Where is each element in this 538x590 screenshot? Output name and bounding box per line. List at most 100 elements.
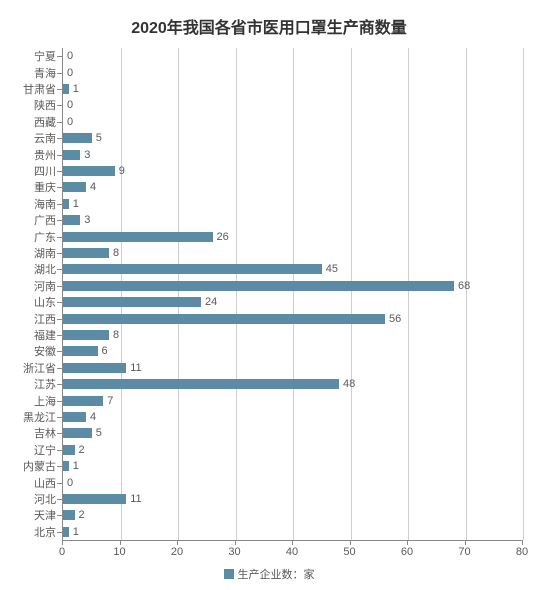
y-axis-label: 安徽 (34, 343, 56, 359)
legend-label: 生产企业数：家 (238, 566, 315, 582)
bar-value-label: 2 (79, 444, 85, 456)
x-tick-label: 80 (516, 546, 528, 558)
bar-row: 45 (63, 264, 523, 274)
y-tick-mark (57, 335, 62, 336)
y-axis-label: 浙江省 (23, 360, 56, 376)
bar-row: 0 (63, 51, 523, 61)
x-tick-mark (177, 540, 178, 545)
bar-row: 56 (63, 314, 523, 324)
y-axis-label: 江苏 (34, 376, 56, 392)
bar-row: 68 (63, 281, 523, 291)
y-axis-label: 福建 (34, 327, 56, 343)
bar-row: 1 (63, 527, 523, 537)
y-axis-label: 西藏 (34, 114, 56, 130)
chart-title: 2020年我国各省市医用口罩生产商数量 (0, 0, 538, 38)
bar-value-label: 1 (73, 526, 79, 538)
bar-row: 2 (63, 510, 523, 520)
y-tick-mark (57, 286, 62, 287)
y-axis-label: 广西 (34, 212, 56, 228)
y-axis-label: 甘肃省 (23, 81, 56, 97)
x-tick-label: 70 (458, 546, 470, 558)
plot-area: 00100539413268456824568611487452101121 (62, 48, 523, 541)
y-axis-label: 山东 (34, 294, 56, 310)
bar-value-label: 56 (389, 313, 401, 325)
y-tick-mark (57, 269, 62, 270)
bar-value-label: 0 (67, 67, 73, 79)
y-axis-label: 江西 (34, 311, 56, 327)
y-tick-mark (57, 302, 62, 303)
bar (63, 182, 86, 192)
bar (63, 396, 103, 406)
y-tick-mark (57, 417, 62, 418)
bar-value-label: 5 (96, 132, 102, 144)
y-tick-mark (57, 515, 62, 516)
bar-value-label: 0 (67, 477, 73, 489)
y-axis-label: 吉林 (34, 425, 56, 441)
bar (63, 428, 92, 438)
bar (63, 264, 322, 274)
bar-row: 1 (63, 199, 523, 209)
bar (63, 166, 115, 176)
y-axis-label: 宁夏 (34, 48, 56, 64)
bar-value-label: 0 (67, 50, 73, 62)
y-tick-mark (57, 532, 62, 533)
y-tick-mark (57, 351, 62, 352)
x-tick-mark (235, 540, 236, 545)
bar-value-label: 8 (113, 329, 119, 341)
y-tick-mark (57, 466, 62, 467)
y-tick-mark (57, 204, 62, 205)
bar (63, 281, 454, 291)
gridline (523, 48, 524, 540)
bar-value-label: 68 (458, 280, 470, 292)
x-tick-mark (292, 540, 293, 545)
y-axis-label: 河北 (34, 491, 56, 507)
x-tick-label: 30 (228, 546, 240, 558)
bar-row: 24 (63, 297, 523, 307)
bar-row: 5 (63, 133, 523, 143)
bar-value-label: 11 (130, 493, 141, 505)
bar-value-label: 26 (217, 231, 229, 243)
y-axis-label: 辽宁 (34, 442, 56, 458)
x-tick-mark (522, 540, 523, 545)
y-tick-mark (57, 384, 62, 385)
bar-row: 6 (63, 346, 523, 356)
y-tick-mark (57, 105, 62, 106)
bar-value-label: 8 (113, 247, 119, 259)
bar (63, 412, 86, 422)
y-axis-label: 北京 (34, 524, 56, 540)
bar-row: 1 (63, 84, 523, 94)
bar-value-label: 0 (67, 99, 73, 111)
y-axis-label: 海南 (34, 196, 56, 212)
x-tick-label: 40 (286, 546, 298, 558)
y-tick-mark (57, 56, 62, 57)
bar-value-label: 48 (343, 378, 355, 390)
y-tick-mark (57, 319, 62, 320)
bar-row: 1 (63, 461, 523, 471)
bar-row: 48 (63, 379, 523, 389)
bar-row: 0 (63, 478, 523, 488)
bar-row: 4 (63, 412, 523, 422)
y-tick-mark (57, 483, 62, 484)
bar (63, 510, 75, 520)
bar-row: 11 (63, 363, 523, 373)
x-tick-mark (120, 540, 121, 545)
bar (63, 199, 69, 209)
y-axis-label: 内蒙古 (23, 458, 56, 474)
bar-value-label: 7 (107, 395, 113, 407)
y-axis-label: 湖南 (34, 245, 56, 261)
bar (63, 379, 339, 389)
bar-row: 8 (63, 330, 523, 340)
y-tick-mark (57, 237, 62, 238)
bar-value-label: 4 (90, 181, 96, 193)
y-tick-mark (57, 450, 62, 451)
chart-container: 2020年我国各省市医用口罩生产商数量 00100539413268456824… (0, 0, 538, 590)
bar-row: 5 (63, 428, 523, 438)
bar-row: 4 (63, 182, 523, 192)
y-tick-mark (57, 499, 62, 500)
bar (63, 363, 126, 373)
x-tick-label: 10 (113, 546, 125, 558)
y-axis-label: 四川 (34, 163, 56, 179)
y-axis-label: 广东 (34, 229, 56, 245)
x-tick-label: 50 (343, 546, 355, 558)
bar-value-label: 24 (205, 296, 217, 308)
